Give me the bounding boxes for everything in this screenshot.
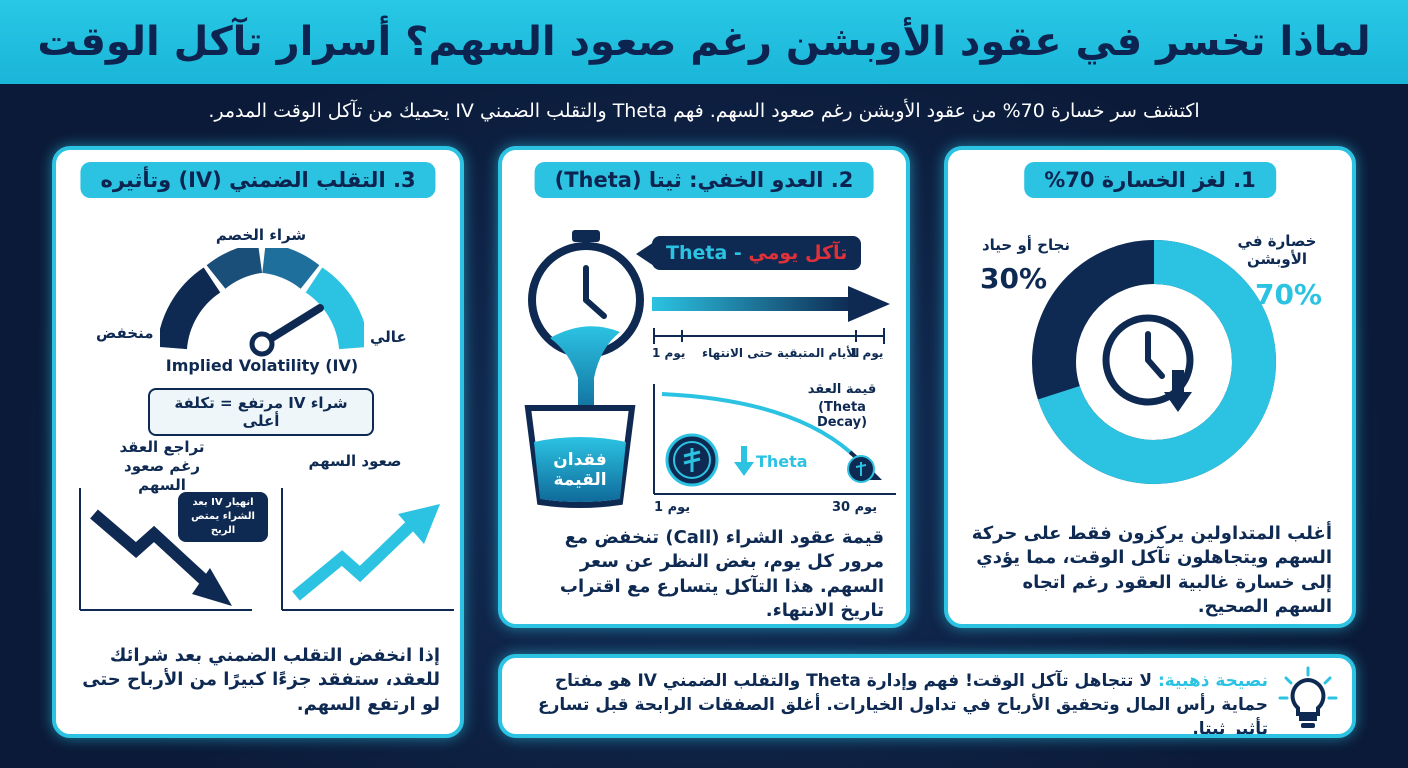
timeline-day-right: يوم 1 [850,346,884,360]
timeline-axis [653,328,885,344]
iv-crush-bubble: انهيار IV بعد الشراء يمتص الربح [178,492,268,542]
golden-tip-banner: نصيحة ذهبية: لا تتجاهل تآكل الوقت! فهم و… [498,654,1356,738]
card2-body: قيمة عقود الشراء (Call) تنخفض مع مرور كل… [559,527,884,621]
win-value: 30% [980,262,1048,295]
card1-body: أغلب المتداولين يركزون فقط على حركة السه… [971,523,1332,617]
timeline-day-left: يوم 1 [652,346,686,360]
card-title: 2. العدو الخفي: ثيتا (Theta) [534,162,874,198]
page-title: لماذا تخسر في عقود الأوبشن رغم صعود السه… [37,19,1371,65]
tag-pointer [636,242,654,266]
card-loss-puzzle: 1. لغز الخسارة 70% خصارة في الأوبشن 70% … [944,146,1356,628]
card-title: 1. لغز الخسارة 70% [1024,162,1276,198]
curve-title: قيمة العقد [807,382,877,397]
axis-start: يوم 1 [654,500,691,515]
coin-icon [665,433,719,487]
right-chart-title: صعود السهم [308,452,402,470]
donut-loss-segment [1032,240,1276,484]
bucket-label: فقدان القيمة [553,450,607,491]
time-arrow [652,286,890,322]
tip-text-block: نصيحة ذهبية: لا تتجاهل تآكل الوقت! فهم و… [520,670,1268,738]
tag-separator: - [727,242,749,264]
curve-theta-label: Theta [756,452,808,471]
win-label: نجاح أو حياد [981,236,1071,254]
timeline-label: الأيام المتبقية حتى الانتهاء [702,346,860,360]
theta-down-arrow-icon [734,446,754,476]
gauge-caption: Implied Volatility (IV) [165,356,359,375]
contract-decline-chart [79,488,252,611]
loss-value: 70% [1254,278,1322,311]
gauge-top-label: شراء الخصم [215,226,307,244]
loss-label: خصارة في الأوبشن [1237,232,1317,268]
gauge-low-label: منخفض [96,324,154,342]
tip-text: لا تتجاهل تآكل الوقت! فهم وإدارة Theta و… [537,671,1268,738]
theta-decay-tag: Theta - تآكل يومي [652,236,862,270]
tip-label: نصيحة ذهبية: [1157,671,1268,691]
clock-down-arrow-icon [1102,314,1194,412]
theta-tag-label: Theta [666,242,728,264]
axis-end: يوم 30 [832,500,878,515]
stock-rise-chart [281,488,454,611]
card3-body: إذا انخفض التقلب الضمني بعد شرائك للعقد،… [82,645,440,715]
iv-gauge [160,248,364,357]
gauge-high-label: عالي [370,328,407,346]
curve-subtitle: (Theta Decay) [816,400,868,430]
bucket-icon [524,405,636,508]
card-theta: 2. العدو الخفي: ثيتا (Theta) Theta - تآك… [498,146,910,628]
card-implied-volatility: 3. التقلب الضمني (IV) وتأثيره شراء الخصم… [52,146,464,738]
header-banner: لماذا تخسر في عقود الأوبشن رغم صعود السه… [0,0,1408,84]
lightbulb-icon [1278,666,1338,728]
page-subtitle: اكتشف سر خسارة 70% من عقود الأوبشن رغم ص… [208,100,1200,122]
loss-donut-chart [1032,240,1276,484]
daily-decay-label: تآكل يومي [748,242,848,264]
left-chart-title: تراجع العقد رغم صعود السهم [119,438,205,494]
card-title: 3. التقلب الضمني (IV) وتأثيره [80,162,436,198]
small-coin-icon [847,455,875,483]
iv-cost-pill: شراء IV مرتفع = تكلفة أعلى [148,388,374,436]
